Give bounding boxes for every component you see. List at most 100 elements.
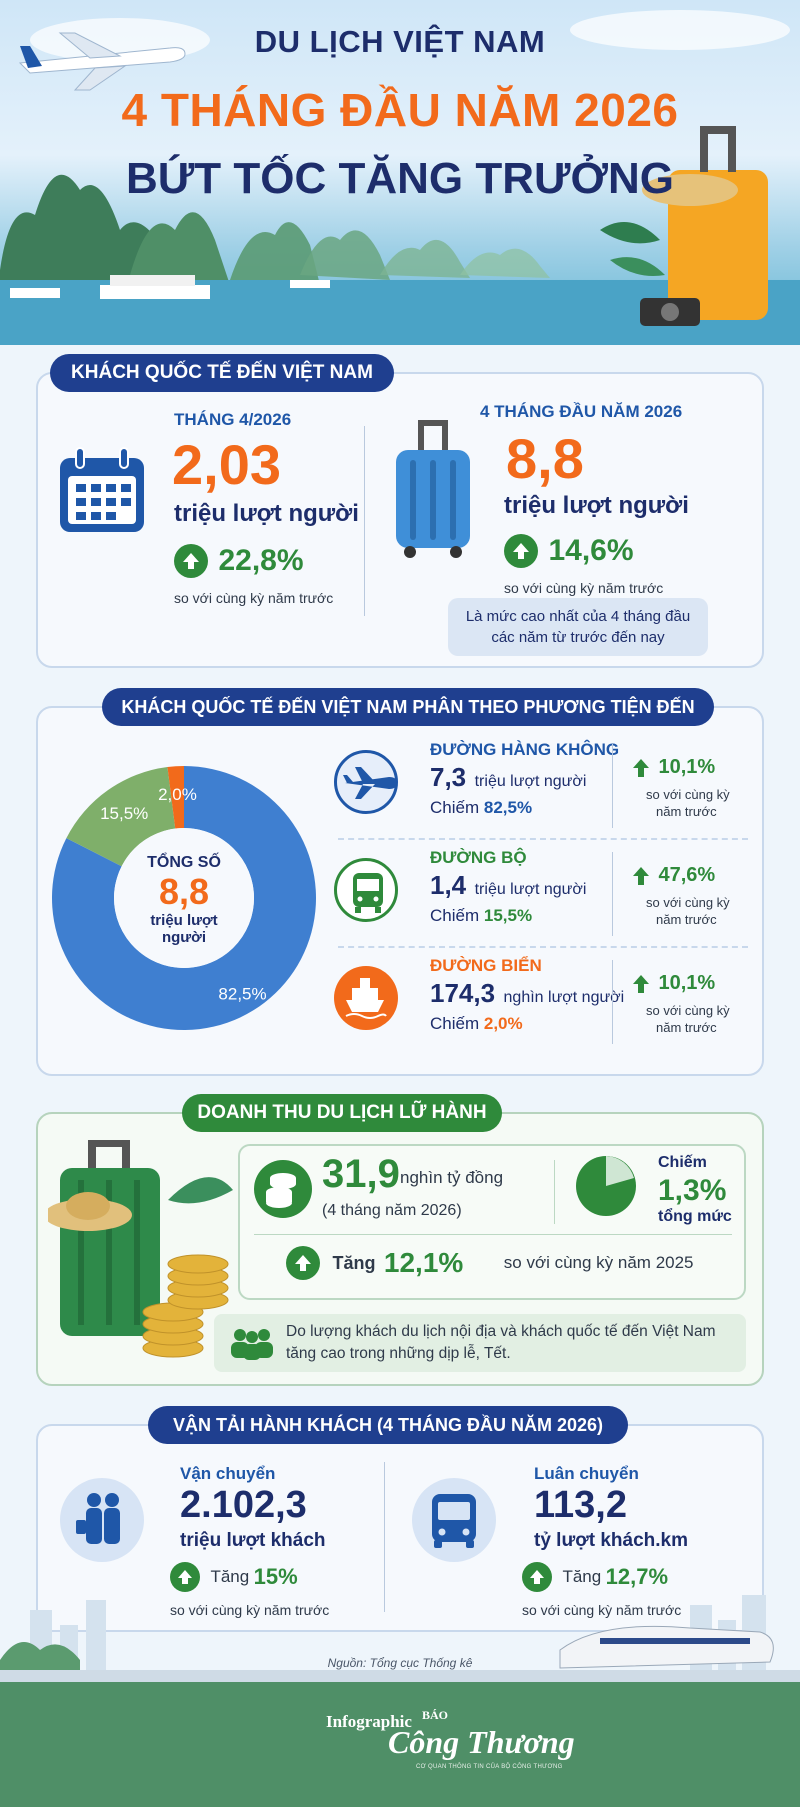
- title-line-1: DU LỊCH VIỆT NAM: [254, 24, 546, 59]
- divider: [384, 1462, 385, 1612]
- passenger-badge: VẬN TẢI HÀNH KHÁCH (4 THÁNG ĐẦU NĂM 2026…: [148, 1406, 628, 1444]
- donut-center: TỔNG SỐ 8,8 triệu lượt người: [114, 854, 254, 946]
- suitcase-illustration-icon: [640, 126, 768, 326]
- mode-share: 2,0%: [483, 1014, 523, 1033]
- donut-chart: 82,5% 15,5% 2,0%: [51, 766, 317, 1030]
- mode-name: ĐƯỜNG HÀNG KHÔNG: [430, 740, 620, 759]
- share-pie-slice: [606, 1156, 634, 1186]
- intl-callout: Là mức cao nhất của 4 tháng đầu các năm …: [448, 598, 708, 656]
- passenger-left-growth: Tăng 15%: [170, 1562, 298, 1592]
- mode-value-line: 174,3 nghìn lượt người: [430, 978, 624, 1009]
- airplane-illustration-icon: [18, 32, 186, 91]
- mode-growth: 10,1%: [632, 756, 715, 779]
- mode-value: 174,3: [430, 978, 496, 1008]
- intl-right-growth-value: 14,6%: [548, 534, 634, 567]
- passenger-left-note: so với cùng kỳ năm trước: [170, 1602, 330, 1618]
- arrow-up-icon: [633, 758, 649, 777]
- donut-slice: [66, 767, 176, 867]
- donut-slice: [51, 766, 317, 1030]
- passenger-left-title: Vận chuyển: [180, 1464, 276, 1483]
- passenger-left-value: 2.102,3: [180, 1484, 307, 1526]
- row-divider: [338, 838, 748, 840]
- mode-note-2: năm trước: [656, 912, 717, 927]
- mode-note-2: năm trước: [656, 804, 717, 819]
- people-group-icon: [228, 1326, 276, 1360]
- mode-note-1: so với cùng kỳ: [646, 895, 730, 910]
- mode-growth-note: so với cùng kỳ năm trước: [646, 786, 730, 820]
- intl-left-note: so với cùng kỳ năm trước: [174, 590, 334, 606]
- arrow-up-icon: [633, 866, 649, 885]
- divider: [554, 1160, 555, 1224]
- mode-share-label: Chiếm: [430, 1014, 480, 1033]
- footer-brand: Công Thương: [388, 1724, 575, 1760]
- bus-icon: [412, 1478, 496, 1562]
- mode-growth-note: so với cùng kỳ năm trước: [646, 894, 730, 928]
- revenue-badge: DOANH THU DU LỊCH LỮ HÀNH: [182, 1094, 502, 1132]
- arrow-up-icon: [633, 974, 649, 993]
- mode-growth-value: 10,1%: [658, 756, 716, 778]
- mode-growth-value: 47,6%: [658, 864, 716, 886]
- row-divider: [338, 946, 748, 948]
- revenue-reason-box: Do lượng khách du lịch nội địa và khách …: [214, 1314, 746, 1372]
- divider: [612, 960, 613, 1044]
- ship-icon: [345, 978, 387, 1019]
- revenue-reason: Do lượng khách du lịch nội địa và khách …: [286, 1323, 716, 1362]
- intl-left-value: 2,03: [172, 433, 281, 496]
- mode-icon-wrap: [334, 750, 398, 814]
- mode-icon-wrap: [334, 858, 398, 922]
- cruise-boat-icon: [10, 275, 330, 299]
- arrow-up-icon: [174, 544, 208, 578]
- intl-right-period: 4 THÁNG ĐẦU NĂM 2026: [480, 402, 683, 421]
- mode-unit: nghìn lượt người: [503, 989, 625, 1006]
- mode-share: 15,5%: [483, 906, 533, 925]
- mode-value-line: 7,3 triệu lượt người: [430, 762, 586, 793]
- revenue-growth-note: so với cùng kỳ năm 2025: [503, 1253, 694, 1272]
- revenue-period: (4 tháng năm 2026): [322, 1202, 462, 1219]
- footer: Infographic BÁO Công Thương CƠ QUAN THÔN…: [0, 1682, 800, 1807]
- passenger-left-growth-label: Tăng: [210, 1567, 250, 1586]
- donut-total-value: 8,8: [158, 871, 210, 912]
- passenger-right-growth-value: 12,7%: [605, 1564, 669, 1589]
- passenger-right-value: 113,2: [534, 1484, 627, 1526]
- passenger-right-growth-label: Tăng: [562, 1567, 602, 1586]
- intl-left-unit: triệu lượt người: [174, 500, 359, 527]
- mode-share-label: Chiếm: [430, 906, 480, 925]
- intl-badge: KHÁCH QUỐC TẾ ĐẾN VIỆT NAM: [50, 354, 394, 392]
- arrow-up-icon: [522, 1562, 552, 1592]
- mode-share-line: Chiếm 2,0%: [430, 1014, 523, 1034]
- passenger-right-note: so với cùng kỳ năm trước: [522, 1602, 682, 1618]
- revenue-unit: nghìn tỷ đồng: [400, 1168, 504, 1187]
- hero-banner: DU LỊCH VIỆT NAM 4 THÁNG ĐẦU NĂM 2026 BỨ…: [0, 0, 800, 345]
- airplane-icon: [343, 767, 397, 799]
- revenue-share-suffix: tổng mức: [658, 1208, 732, 1225]
- mode-value: 1,4: [430, 870, 467, 900]
- intl-right-growth: 14,6%: [504, 534, 634, 568]
- transport-mode-card: 82,5% 15,5% 2,0% TỔNG SỐ 8,8 triệu lượt ng…: [36, 706, 764, 1076]
- mode-value-line: 1,4 triệu lượt người: [430, 870, 586, 901]
- divider: [612, 852, 613, 936]
- passenger-right-title: Luân chuyển: [534, 1464, 639, 1483]
- footer-brand-top: BÁO: [422, 1708, 449, 1722]
- mode-note-2: năm trước: [656, 1020, 717, 1035]
- title-line-2: 4 THÁNG ĐẦU NĂM 2026: [121, 84, 679, 136]
- donut-slice: [167, 766, 184, 829]
- coins-icon: [254, 1160, 312, 1218]
- mode-growth: 10,1%: [632, 972, 715, 995]
- donut-label: 15,5%: [100, 804, 148, 823]
- revenue-share-label: Chiếm: [658, 1154, 707, 1171]
- revenue-growth-label: Tăng: [332, 1252, 376, 1273]
- revenue-card: 31,9 nghìn tỷ đồng (4 tháng năm 2026) Ch…: [36, 1112, 764, 1386]
- intl-left-period: THÁNG 4/2026: [174, 410, 292, 429]
- intl-right-value: 8,8: [506, 427, 584, 490]
- mode-share-line: Chiếm 82,5%: [430, 798, 532, 818]
- footer-tagline: CƠ QUAN THÔNG TIN CỦA BỘ CÔNG THƯƠNG: [416, 1764, 563, 1770]
- share-pie-icon: [576, 1156, 636, 1216]
- donut-total-label: TỔNG SỐ: [147, 854, 221, 871]
- divider: [254, 1234, 732, 1235]
- calendar-icon: [58, 446, 148, 536]
- donut-hole: [114, 828, 254, 968]
- donut-label: 82,5%: [218, 984, 266, 1003]
- mode-value: 7,3: [430, 762, 467, 792]
- mode-note-1: so với cùng kỳ: [646, 787, 730, 802]
- city-train-illustration: [0, 1595, 800, 1682]
